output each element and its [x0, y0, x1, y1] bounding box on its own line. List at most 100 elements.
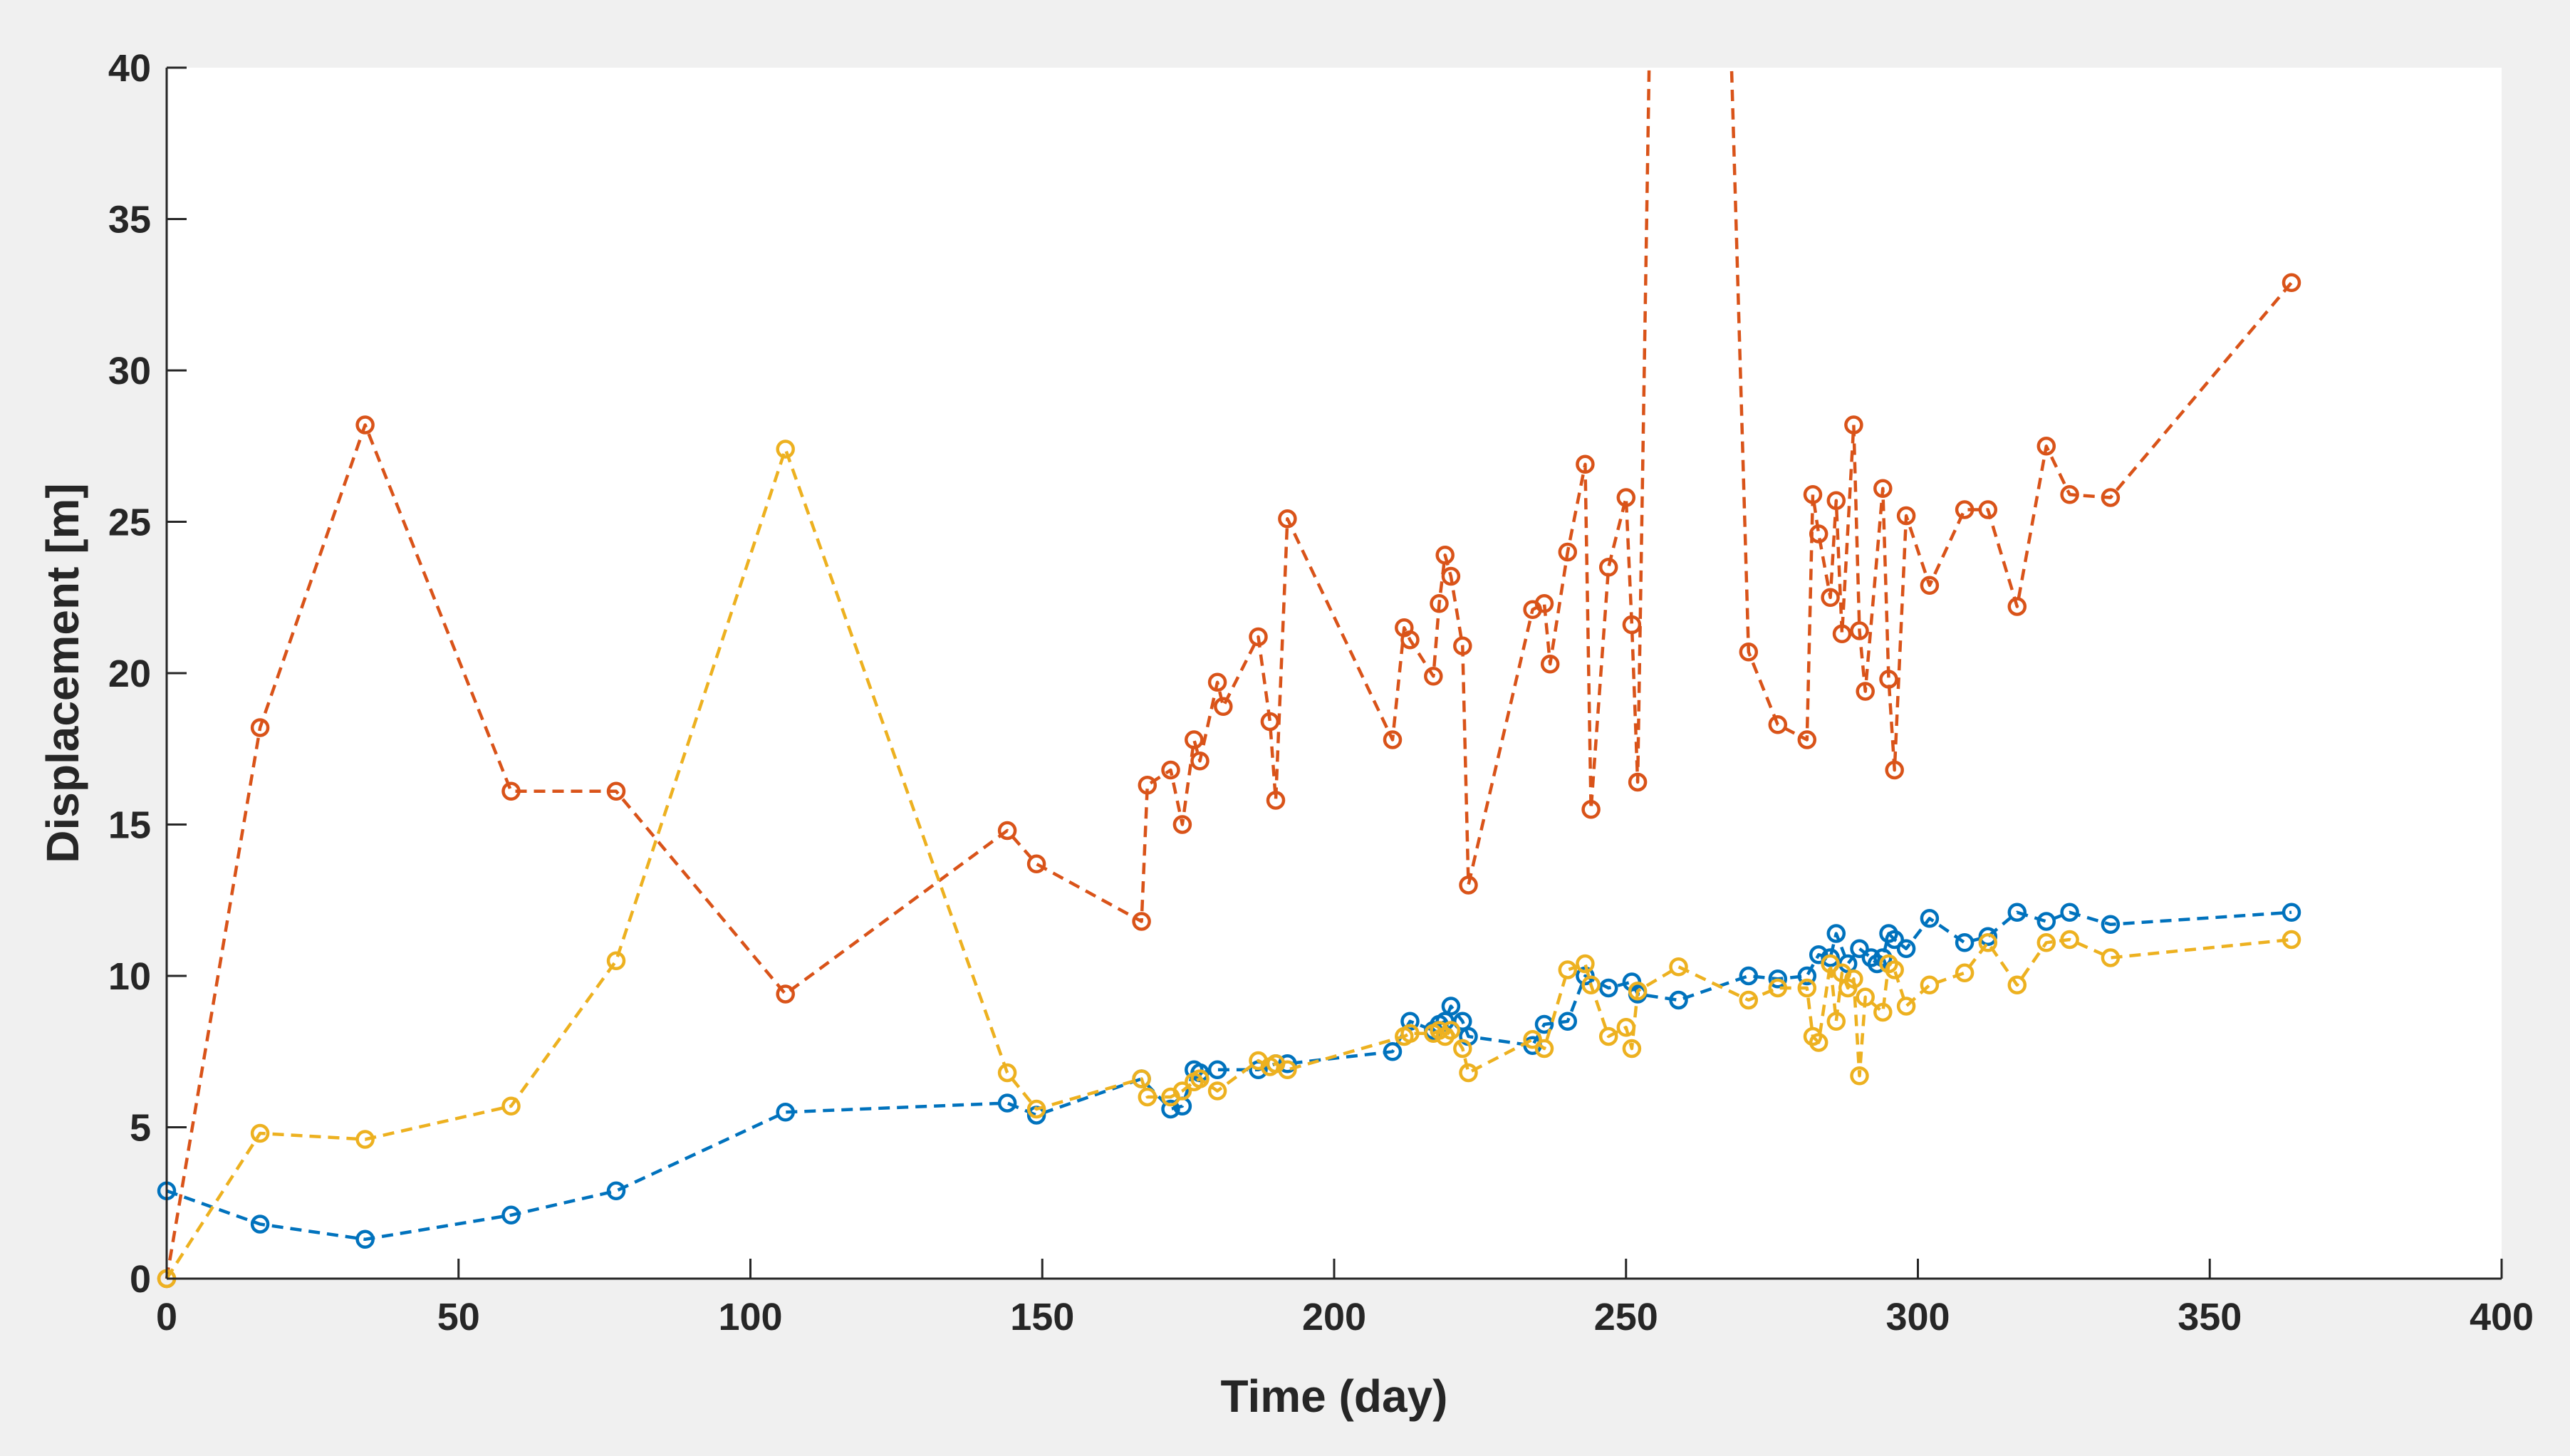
series-3-point: [1797, 978, 1817, 998]
series-2-point: [1161, 760, 1180, 780]
series-2-point: [1826, 491, 1846, 511]
series-2-point: [1435, 546, 1455, 565]
y-tick-label: 25: [108, 501, 151, 544]
x-tick-label: 100: [718, 1296, 782, 1338]
series-1-point: [1978, 927, 1998, 947]
series-2-point: [1540, 654, 1560, 674]
x-axis-title: Time (day): [1221, 1371, 1448, 1422]
x-tick-label: 300: [1885, 1296, 1950, 1338]
series-1-point: [1920, 909, 1940, 928]
series-1-point: [1207, 1060, 1227, 1080]
series-2-point: [1459, 875, 1478, 895]
series-2-point: [1207, 672, 1227, 692]
axes-layer: 0 50 100 150 200 250 300 350 400 0 5 10 15 20 25 30 35 40: [108, 47, 2534, 1338]
series-2-point: [606, 781, 626, 801]
series-2-point: [2007, 597, 2027, 616]
series-3-point: [1278, 1060, 1297, 1080]
series-2-point: [1856, 682, 1875, 701]
series-2-point: [1879, 670, 1898, 689]
series-3-point: [1453, 1039, 1472, 1059]
series-3-point: [1955, 963, 1975, 983]
series-3-point: [1138, 1087, 1157, 1107]
series-3-point: [1896, 997, 1916, 1016]
series-2: [157, 68, 2301, 1289]
series-1-point: [2101, 915, 2121, 935]
series-2-point: [1576, 454, 1595, 474]
series-2-point: [776, 984, 795, 1004]
series-2-point: [1214, 697, 1233, 717]
series-2-point: [1424, 667, 1443, 686]
series-2-point: [1138, 776, 1157, 795]
series-2-point: [1850, 621, 1869, 640]
series-2-point: [1622, 615, 1642, 635]
series-1-point: [1598, 978, 1618, 998]
series-1-point: [1768, 969, 1788, 989]
series-2-point: [1844, 415, 1863, 435]
series-1-point: [1739, 966, 1759, 986]
series-2-point: [1266, 791, 1286, 810]
x-tick-label: 0: [156, 1296, 177, 1338]
series-2-point: [1383, 730, 1403, 749]
series-3-point: [2282, 930, 2301, 950]
y-axis-title: Displacement [m]: [37, 483, 88, 863]
series-3-point: [1978, 933, 1998, 952]
series-3-point: [1534, 1039, 1554, 1059]
series-2-point: [1885, 760, 1904, 780]
series-3-point: [1826, 1012, 1846, 1031]
series-2-point: [1616, 488, 1636, 507]
series-1-point: [355, 1229, 375, 1249]
series-1-point: [606, 1181, 626, 1201]
y-tick-label: 0: [130, 1258, 151, 1301]
series-2-point: [355, 415, 375, 435]
x-tick-label: 350: [2178, 1296, 2242, 1338]
series-3-point: [606, 951, 626, 971]
series-2-point: [2036, 437, 2056, 456]
series-3-point: [355, 1130, 375, 1149]
series-2-point: [501, 781, 521, 801]
series-1-point: [1534, 1014, 1554, 1034]
series-2-point: [1172, 815, 1192, 834]
series-3-point: [1768, 978, 1788, 998]
y-tick-label: 35: [108, 199, 151, 241]
series-2-point: [1441, 566, 1461, 586]
series-3-point: [2036, 933, 2056, 952]
series-2-point: [1768, 715, 1788, 734]
series-1-point: [1809, 945, 1828, 964]
series-1-point: [501, 1205, 521, 1225]
series-1-point: [1955, 933, 1975, 952]
y-tick-label: 40: [108, 47, 151, 90]
series-2-point: [1132, 912, 1151, 931]
series-3-point: [250, 1123, 270, 1143]
series-2-point: [2060, 485, 2079, 504]
series-2-point: [1821, 588, 1840, 608]
series-1-point: [1896, 939, 1916, 959]
series-3-point: [1207, 1081, 1227, 1101]
series-1-point: [1885, 930, 1904, 950]
series-1-point: [1669, 990, 1688, 1010]
series-2-point: [1955, 500, 1975, 519]
series-3-point: [1026, 1099, 1046, 1119]
series-2-point: [1534, 594, 1554, 613]
series-1-point: [2282, 903, 2301, 922]
series-3-point: [1581, 975, 1601, 995]
y-tick-label: 15: [108, 804, 151, 847]
axes-background: [167, 68, 2502, 1279]
series-1-point: [997, 1093, 1017, 1113]
series-1: [157, 903, 2301, 1249]
series-3-point: [1844, 969, 1863, 989]
series-2-point: [1920, 576, 1940, 596]
series-2-point: [1896, 506, 1916, 526]
series-1-point: [2060, 903, 2079, 922]
series-1-point: [776, 1103, 795, 1122]
series-3-point: [2101, 948, 2121, 967]
series-3-point: [1622, 1039, 1642, 1059]
series-3-point: [1400, 1024, 1420, 1044]
series-1-point: [250, 1215, 270, 1234]
series-2-point: [1260, 712, 1280, 732]
series-3-point: [1441, 1021, 1461, 1040]
x-tick-label: 400: [2470, 1296, 2534, 1338]
series-3-point: [1190, 1069, 1209, 1088]
series-3-point: [1616, 1018, 1636, 1037]
series-1-point: [1826, 924, 1846, 943]
y-tick-label: 5: [130, 1107, 151, 1150]
